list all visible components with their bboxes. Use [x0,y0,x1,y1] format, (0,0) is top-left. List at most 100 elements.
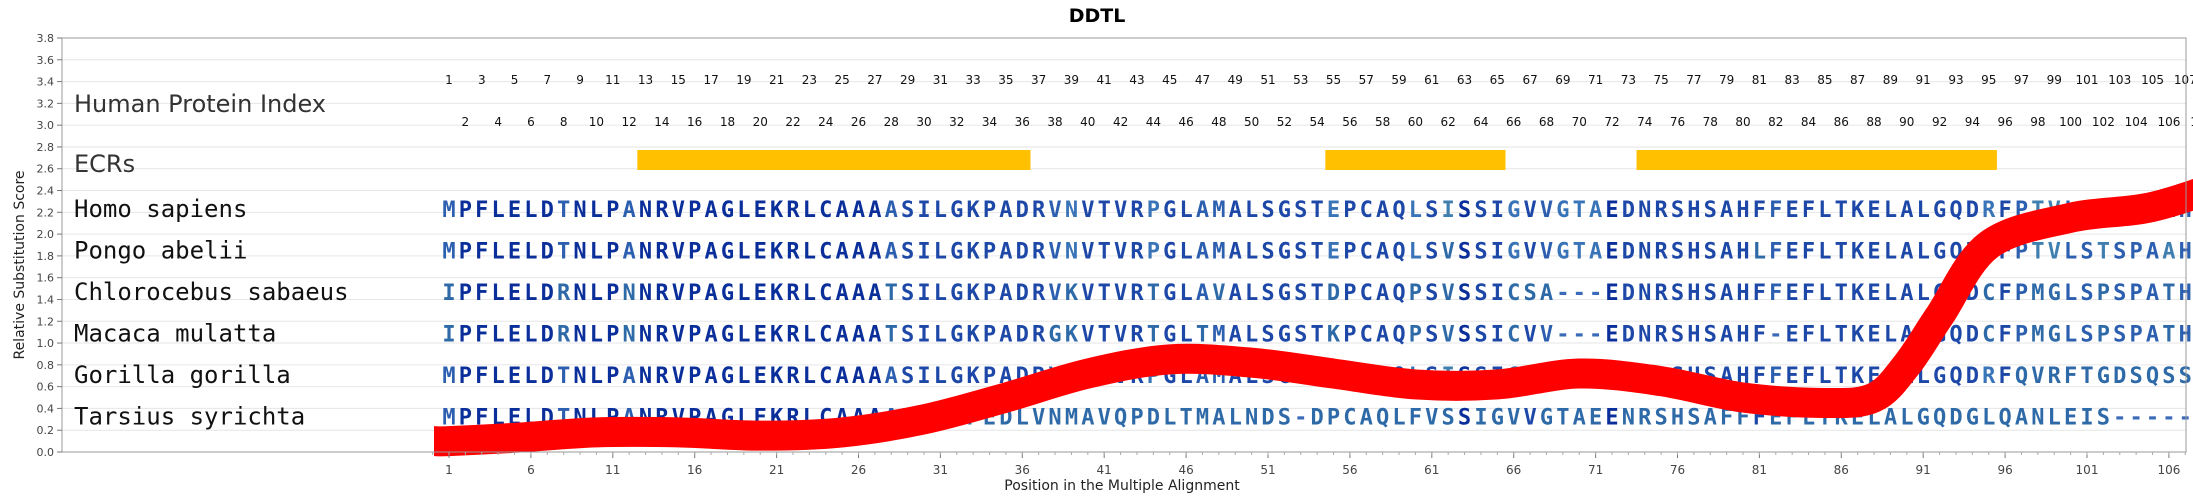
chart-title: DDTL [1069,5,1126,27]
protein-index-number: 11 [605,73,620,87]
protein-index-number: 107 [2174,73,2193,87]
residue: F [1753,364,1766,389]
residue: S [2080,240,2093,265]
protein-index-number: 22 [785,115,800,129]
x-tick-label: 56 [1342,463,1357,477]
residue: G [950,323,963,348]
residue: G [2048,323,2061,348]
residue: P [1147,240,1160,265]
residue: F [1753,323,1766,348]
residue: P [983,281,996,306]
protein-index-number: 71 [1588,73,1603,87]
residue: V [1081,240,1094,265]
residue: N [1065,198,1078,223]
residue: G [1163,323,1176,348]
residue: V [2031,364,2044,389]
residue: A [1229,323,1242,348]
y-axis-label: Relative Substitution Score [12,170,28,359]
x-tick-label: 101 [2076,463,2099,477]
residue: A [1376,240,1389,265]
y-tick-label: 3.8 [37,32,55,45]
residue: T [1573,198,1586,223]
residue: Q [2146,364,2159,389]
protein-index-number: 2 [462,115,470,129]
protein-index-number: 97 [2014,73,2029,87]
protein-index-number: 108 [2190,115,2193,129]
y-tick-label: 3.0 [37,119,55,132]
residue: N [1638,198,1651,223]
x-tick-label: 26 [851,463,866,477]
residue: L [934,364,947,389]
residue: V [672,364,685,389]
residue: A [885,364,898,389]
residue: L [1179,281,1192,306]
residue: Q [1392,198,1405,223]
score-series-line [433,179,2193,457]
x-tick-label: 1 [445,463,453,477]
residue: L [1753,240,1766,265]
residue: V [1048,198,1061,223]
x-tick-label: 31 [933,463,948,477]
residue: A [1900,240,1913,265]
residue: A [852,281,865,306]
residue: E [754,198,767,223]
x-tick-label: 86 [1834,463,1849,477]
residue: A [885,198,898,223]
residue: I [917,240,930,265]
residue: L [1884,240,1897,265]
residue: L [1917,198,1930,223]
residue: L [1392,406,1405,431]
species-name: Homo sapiens [74,195,247,223]
residue: T [557,240,570,265]
protein-index-number: 89 [1883,73,1898,87]
residue: V [1507,406,1520,431]
residue: N [1638,281,1651,306]
residue: V [1081,323,1094,348]
residue: L [1179,240,1192,265]
residue: F [1802,198,1815,223]
residue: A [704,323,717,348]
protein-index-number: 73 [1621,73,1636,87]
protein-index-number: 82 [1768,115,1783,129]
residue: G [1933,240,1946,265]
residue: M [442,406,455,431]
residue: L [1818,364,1831,389]
x-tick-label: 76 [1670,463,1685,477]
y-tick-label: 2.4 [37,185,55,198]
residue: P [2015,281,2028,306]
residue: S [1458,323,1471,348]
residue: R [1130,198,1144,223]
residue: T [1311,281,1324,306]
residue: E [1867,281,1880,306]
protein-index-number: 66 [1506,115,1521,129]
residue: K [770,281,784,306]
residue: T [2080,364,2093,389]
residue: L [737,364,750,389]
residue: E [1605,240,1618,265]
residue: K [1851,281,1865,306]
residue: C [819,198,832,223]
protein-index-number: 49 [1228,73,1243,87]
residue: - [1294,406,1307,431]
residue: S [901,364,914,389]
residue: F [475,323,488,348]
residue: H [1736,281,1749,306]
residue: A [2146,281,2159,306]
residue: R [557,323,571,348]
residue: S [901,323,914,348]
residue: A [999,240,1012,265]
residue: R [1654,198,1668,223]
residue: K [967,364,981,389]
residue: L [1917,281,1930,306]
residue: P [2097,281,2110,306]
residue: S [1704,198,1717,223]
residue: P [1343,240,1356,265]
x-tick-label: 91 [1916,463,1931,477]
residue: H [1671,406,1684,431]
residue: T [1835,281,1848,306]
residue: F [475,281,488,306]
residue: C [1507,281,1520,306]
residue: I [442,323,455,348]
protein-index-number: 90 [1899,115,1914,129]
protein-index-number: 9 [576,73,584,87]
